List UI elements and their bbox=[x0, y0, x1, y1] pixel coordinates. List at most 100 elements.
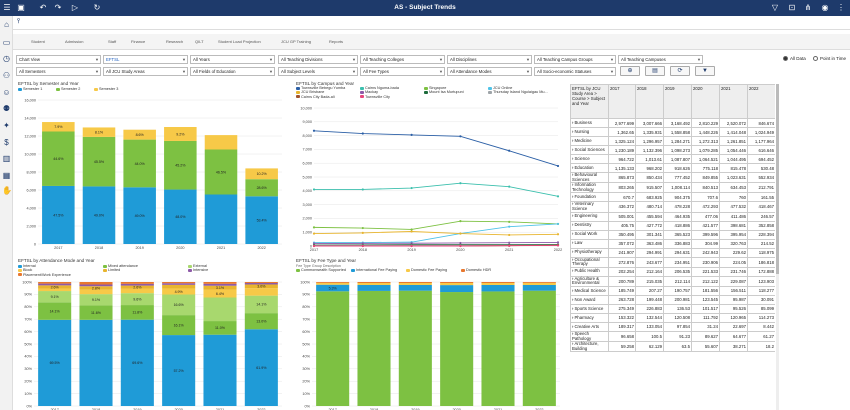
expand-chevron-icon[interactable]: › bbox=[572, 268, 574, 274]
legend-item[interactable]: Placement/Work Experience bbox=[18, 273, 71, 277]
clock-icon[interactable]: ◷ bbox=[3, 54, 10, 63]
calendar-icon[interactable]: ▦ bbox=[2, 171, 11, 180]
table-row[interactable]: ›Sports Science 275.349 226.883 136.53 101.5… bbox=[570, 303, 775, 314]
expand-chevron-icon[interactable]: › bbox=[572, 119, 574, 125]
legend-item[interactable]: Cairns Nguma-bada bbox=[360, 86, 399, 90]
table-row[interactable]: ›Social Sciences 1,230.189 1,132.396 1,098.… bbox=[570, 145, 775, 155]
group-icon[interactable]: ⚉ bbox=[2, 104, 11, 113]
teaching-colleges-select[interactable]: All Teaching Colleges ▼ bbox=[360, 55, 445, 64]
measure-select[interactable]: EFTSL ▼ bbox=[103, 55, 188, 64]
expand-chevron-icon[interactable]: › bbox=[572, 275, 574, 281]
table-row[interactable]: ›Medical Science 185.749 207.27 190.757 181.… bbox=[570, 285, 775, 296]
expand-chevron-icon[interactable]: › bbox=[572, 137, 574, 143]
table-row[interactable]: ›Creative Arts 189.317 133.054 97.854 31.24 2… bbox=[570, 321, 775, 332]
legend-item[interactable]: Mackay bbox=[360, 90, 378, 94]
tab-qilt[interactable]: QILT bbox=[195, 39, 204, 44]
legend-item[interactable]: Block bbox=[18, 268, 32, 272]
fee-types-select[interactable]: All Fee Types ▼ bbox=[360, 67, 445, 76]
tab-admission[interactable]: Admission bbox=[65, 39, 84, 44]
person-icon[interactable]: ☺ bbox=[2, 88, 11, 97]
expand-chevron-icon[interactable]: › bbox=[572, 323, 574, 329]
chart-view-select[interactable]: Chart View ▼ bbox=[16, 55, 101, 64]
team-icon[interactable]: ⚇ bbox=[2, 71, 11, 80]
years-select[interactable]: All Years ▼ bbox=[190, 55, 275, 64]
expand-chevron-icon[interactable]: › bbox=[572, 182, 574, 188]
table-row[interactable]: ›Physiotherapy 241.907 294.991 294.631 242.9… bbox=[570, 247, 775, 258]
table-row[interactable]: ›Social Work 350.495 301.341 365.523 399.596… bbox=[570, 229, 775, 240]
legend-item[interactable]: Commonwealth Supported bbox=[296, 268, 346, 272]
user-icon[interactable]: ◉ bbox=[821, 3, 829, 12]
column-header-year[interactable]: 2018 bbox=[635, 84, 664, 119]
save-icon[interactable]: ▣ bbox=[17, 3, 25, 12]
fields-of-education-select[interactable]: All Fields of Education ▼ bbox=[190, 67, 275, 76]
column-header-year[interactable]: 2019 bbox=[663, 84, 692, 119]
tab-student[interactable]: Student bbox=[31, 39, 45, 44]
legend-item[interactable]: Domestic HDR bbox=[461, 268, 491, 272]
table-row[interactable]: ›Architecture, Building 59.258 62.129 63.5 5… bbox=[570, 341, 775, 353]
column-header-year[interactable]: 2020 bbox=[691, 84, 720, 119]
legend-item[interactable]: Mixed attendance bbox=[103, 264, 138, 268]
folder-icon[interactable]: ▭ bbox=[2, 38, 11, 47]
tab-finance[interactable]: Finance bbox=[131, 39, 146, 44]
refresh-icon[interactable]: ↻ bbox=[93, 3, 101, 12]
point-in-time-radio[interactable]: Point in Time bbox=[813, 56, 846, 62]
tab-jcu-gp-training[interactable]: JCU GP Training bbox=[281, 39, 311, 44]
table-row[interactable]: ›Veterinary Science 436.372 480.714 478.228… bbox=[570, 201, 775, 213]
legend-item[interactable]: Semester 2 bbox=[56, 87, 80, 91]
add-button[interactable]: ⊕ bbox=[620, 66, 640, 76]
table-row[interactable]: ›Pharmacy 153.322 132.544 120.508 111.792 120… bbox=[570, 312, 775, 323]
column-header-year[interactable]: 2022 bbox=[747, 84, 775, 119]
expand-chevron-icon[interactable]: › bbox=[572, 155, 574, 161]
more-icon[interactable]: ⋮ bbox=[837, 3, 845, 12]
table-row[interactable]: ›Dentistry 405.75 427.772 418.886 421.577 398… bbox=[570, 220, 775, 231]
legend-item[interactable]: Semester 3 bbox=[94, 87, 118, 91]
chart-icon[interactable]: ▥ bbox=[2, 154, 11, 163]
funnel-icon[interactable]: ⫯ bbox=[17, 18, 21, 25]
scrollbar-thumb[interactable] bbox=[776, 84, 779, 274]
undo-icon[interactable]: ↶ bbox=[39, 3, 47, 12]
home-icon[interactable]: ⌂ bbox=[4, 20, 9, 29]
expand-chevron-icon[interactable]: › bbox=[572, 249, 574, 255]
play-icon[interactable]: ▷ bbox=[71, 3, 79, 12]
legend-item[interactable]: Internal bbox=[18, 264, 36, 268]
legend-item[interactable]: Mount Isa Murtupuni bbox=[424, 90, 464, 94]
legend-item[interactable]: JCU Online bbox=[488, 86, 512, 90]
legend-item[interactable]: International Fee Paying bbox=[351, 268, 397, 272]
tab-research[interactable]: Research bbox=[166, 39, 184, 44]
export-button[interactable]: ▤ bbox=[645, 66, 665, 76]
expand-chevron-icon[interactable]: › bbox=[572, 146, 574, 152]
table-row[interactable]: ›Law 357.072 363.486 336.883 304.99 320.763 21… bbox=[570, 238, 775, 249]
expand-chevron-icon[interactable]: › bbox=[572, 287, 574, 293]
expand-chevron-icon[interactable]: › bbox=[572, 172, 574, 177]
table-row[interactable]: ›Behavioural Sciences 865.873 850.434 777.4… bbox=[570, 171, 775, 184]
table-row[interactable]: ›Information Technology 803.265 915.507 1,0… bbox=[570, 182, 775, 194]
legend-item[interactable]: External bbox=[188, 264, 207, 268]
column-header-year[interactable]: 2017 bbox=[608, 84, 636, 119]
campus-groups-select[interactable]: All Teaching Campus Groups ▼ bbox=[534, 55, 616, 64]
legend-item[interactable]: Intensive bbox=[188, 268, 208, 272]
legend-item[interactable]: Limited bbox=[103, 268, 120, 272]
column-header-study-area[interactable]: EFTSL by JCU Study Area > Course > Subje… bbox=[570, 84, 609, 119]
table-row[interactable]: ›Speech Pathology 96.658 100.5 91.23 89.627 6… bbox=[570, 330, 775, 343]
legend-item[interactable]: Townsville City bbox=[360, 95, 390, 99]
table-row[interactable]: ›Business 2,977.699 3,007.666 3,168.492 2,81… bbox=[570, 118, 775, 128]
expand-chevron-icon[interactable]: › bbox=[572, 256, 574, 262]
subject-levels-select[interactable]: All Subject Levels ▼ bbox=[278, 67, 358, 76]
table-row[interactable]: ›Engineering 505.001 455.594 464.935 477.06 4… bbox=[570, 211, 775, 222]
bookmark-icon[interactable]: ⊡ bbox=[788, 3, 796, 12]
disciplines-select[interactable]: All Disciplines ▼ bbox=[447, 55, 532, 64]
money-icon[interactable]: $ bbox=[4, 138, 9, 147]
teaching-divisions-select[interactable]: All Teaching Divisions ▼ bbox=[278, 55, 358, 64]
table-row[interactable]: ›Public Health 202.254 212.164 206.535 221.5… bbox=[570, 266, 775, 277]
expand-chevron-icon[interactable]: › bbox=[572, 213, 574, 219]
table-row[interactable]: ›Occupational Therapy 272.876 243.677 234.9… bbox=[570, 256, 775, 268]
semesters-select[interactable]: All Semesters ▼ bbox=[16, 67, 101, 76]
apply-filter-button[interactable]: ▼ bbox=[695, 66, 715, 76]
tab-staff[interactable]: Staff bbox=[108, 39, 117, 44]
table-scrollbar[interactable] bbox=[776, 84, 779, 410]
column-header-year[interactable]: 2021 bbox=[719, 84, 748, 119]
legend-item[interactable]: Thursday Island Ngulaigau Mu... bbox=[488, 90, 548, 94]
legend-item[interactable]: Singapore bbox=[424, 86, 446, 90]
all-data-radio[interactable]: All Data bbox=[783, 56, 806, 62]
expand-chevron-icon[interactable]: › bbox=[572, 128, 574, 134]
